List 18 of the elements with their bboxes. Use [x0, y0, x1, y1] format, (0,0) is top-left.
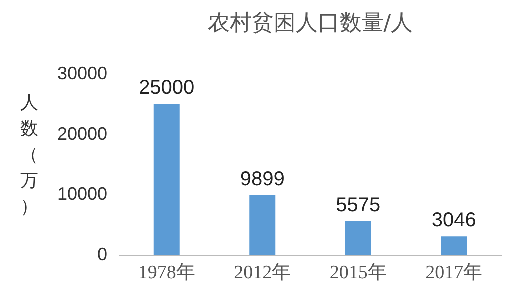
data-label: 3046 — [432, 210, 476, 232]
bar — [250, 195, 276, 255]
data-label: 5575 — [336, 194, 381, 216]
y-tick-label: 10000 — [57, 184, 108, 204]
y-tick-label: 30000 — [57, 64, 108, 84]
y-axis-title: 人数（万） — [20, 92, 38, 218]
bar — [154, 104, 180, 255]
chart-title: 农村贫困人口数量/人 — [208, 11, 414, 36]
x-tick-label: 1978年 — [138, 262, 196, 284]
x-tick-label: 2017年 — [426, 262, 483, 284]
data-label: 9899 — [240, 168, 285, 190]
x-tick-label: 2015年 — [330, 262, 387, 284]
x-tick-label: 2012年 — [234, 262, 292, 284]
data-label: 25000 — [139, 77, 195, 100]
y-tick-label: 0 — [97, 244, 108, 264]
bar — [345, 221, 372, 255]
bar — [441, 236, 468, 255]
y-tick-label: 20000 — [57, 124, 108, 144]
